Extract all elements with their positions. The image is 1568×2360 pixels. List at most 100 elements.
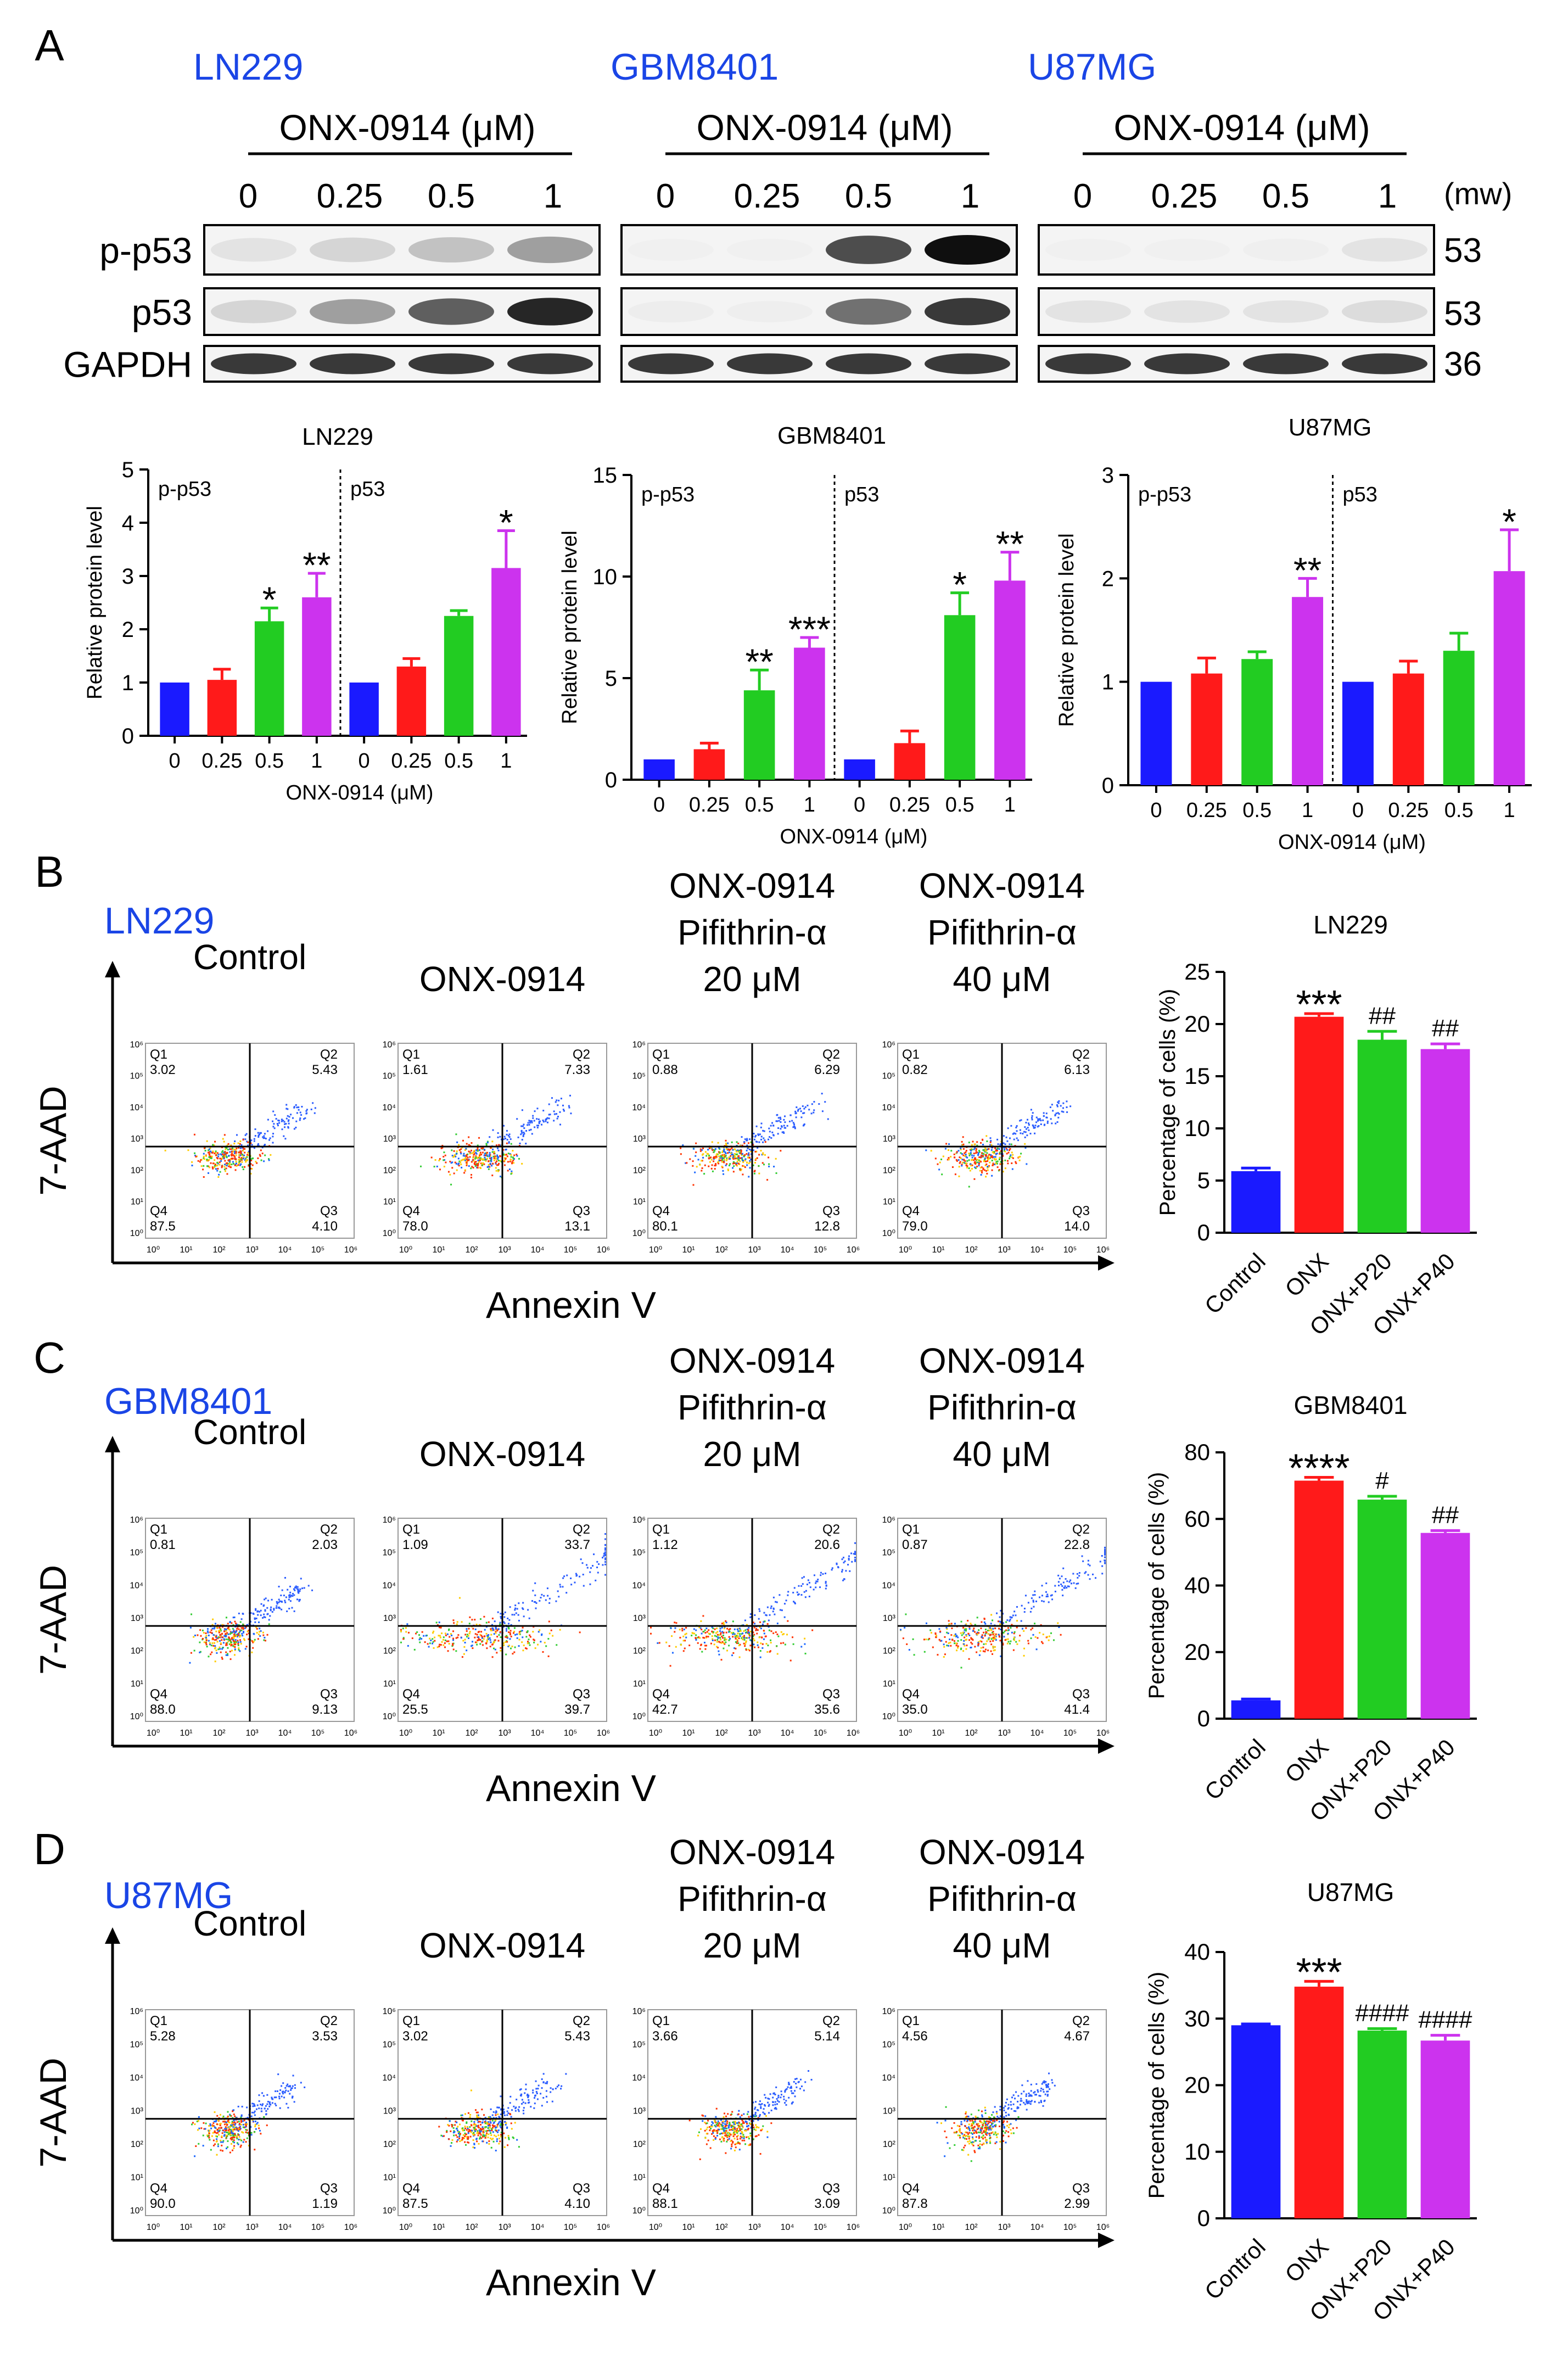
event-dot xyxy=(485,1144,488,1146)
event-dot xyxy=(809,1586,811,1589)
event-dot xyxy=(959,1162,961,1164)
category-label: 1 xyxy=(500,750,512,773)
event-dot xyxy=(479,1638,481,1641)
event-dot xyxy=(515,1612,517,1614)
event-dot xyxy=(485,1159,487,1161)
event-dot xyxy=(509,2095,512,2098)
event-dot xyxy=(720,1632,722,1634)
event-dot xyxy=(695,1142,697,1144)
event-dot xyxy=(970,1647,972,1649)
event-dot xyxy=(733,1165,735,1167)
event-dot xyxy=(503,1616,506,1618)
event-dot xyxy=(487,2121,489,2123)
event-dot xyxy=(402,1638,405,1640)
event-dot xyxy=(254,2114,256,2116)
event-dot xyxy=(480,1158,482,1160)
event-dot xyxy=(219,1157,221,1160)
event-dot xyxy=(212,2132,214,2134)
dose-label: 1 xyxy=(961,177,979,215)
event-dot xyxy=(984,1651,986,1653)
event-dot xyxy=(518,2110,520,2112)
event-dot xyxy=(247,1624,249,1626)
event-dot xyxy=(836,1563,838,1565)
event-dot xyxy=(212,1144,214,1146)
event-dot xyxy=(985,1150,988,1152)
event-dot xyxy=(1002,1171,1004,1173)
event-dot xyxy=(562,1577,564,1579)
event-dot xyxy=(464,2113,467,2115)
event-dot xyxy=(1012,1649,1015,1651)
event-dot xyxy=(509,1647,512,1649)
event-dot xyxy=(1018,1159,1021,1161)
event-dot xyxy=(944,1653,946,1656)
event-dot xyxy=(765,1614,767,1616)
event-dot xyxy=(211,2135,213,2137)
event-dot xyxy=(555,1101,557,1103)
event-dot xyxy=(981,1634,983,1636)
event-dot xyxy=(433,1166,435,1168)
event-dot xyxy=(466,1154,468,1156)
event-dot xyxy=(516,1608,518,1610)
event-dot xyxy=(1007,1151,1010,1154)
event-dot xyxy=(708,1157,710,1159)
event-dot xyxy=(965,1150,967,1152)
event-dot xyxy=(242,2120,244,2122)
flow-tick: 10¹ xyxy=(131,1679,143,1688)
event-dot xyxy=(467,2141,469,2143)
event-dot xyxy=(419,1637,421,1639)
event-dot xyxy=(1066,1111,1068,1113)
flow-tick: 10¹ xyxy=(432,1729,445,1738)
event-dot xyxy=(704,1645,707,1647)
event-dot xyxy=(537,1125,539,1127)
event-dot xyxy=(407,1645,409,1647)
event-dot xyxy=(482,2118,484,2121)
event-dot xyxy=(1005,1621,1007,1623)
event-dot xyxy=(724,2121,726,2123)
event-dot xyxy=(209,2123,211,2125)
event-dot xyxy=(520,2088,522,2090)
event-dot xyxy=(511,2109,513,2111)
event-dot xyxy=(792,2101,794,2104)
event-dot xyxy=(235,1630,237,1632)
event-dot xyxy=(732,1620,734,1623)
event-dot xyxy=(254,1135,256,1137)
event-dot xyxy=(982,1646,984,1648)
event-dot xyxy=(492,2140,495,2143)
event-dot xyxy=(279,2089,282,2091)
event-dot xyxy=(759,1650,761,1652)
event-dot xyxy=(451,1155,453,1157)
event-dot xyxy=(243,1154,245,1156)
event-dot xyxy=(988,1155,990,1157)
event-dot xyxy=(475,1641,478,1643)
event-dot xyxy=(483,1615,485,1618)
event-dot xyxy=(271,1598,273,1601)
event-dot xyxy=(685,1632,687,1635)
event-dot xyxy=(701,1154,703,1156)
category-label: 0 xyxy=(854,793,865,817)
event-dot xyxy=(979,1640,982,1642)
event-dot xyxy=(242,2132,244,2134)
event-dot xyxy=(753,1170,755,1172)
event-dot xyxy=(713,1160,715,1162)
event-dot xyxy=(514,2107,517,2110)
event-dot xyxy=(730,1152,732,1154)
event-dot xyxy=(425,1635,427,1637)
flow-tick: 10¹ xyxy=(682,1729,695,1738)
event-dot xyxy=(544,1642,546,1644)
flow-tick: 10² xyxy=(131,1647,144,1656)
event-dot xyxy=(976,1165,978,1167)
event-dot xyxy=(211,1624,214,1626)
event-dot xyxy=(816,1580,819,1582)
event-dot xyxy=(792,1591,794,1593)
event-dot xyxy=(258,2094,260,2096)
event-dot xyxy=(240,1157,243,1159)
blot-band xyxy=(310,237,395,262)
flow-tick: 10⁵ xyxy=(130,1072,143,1081)
event-dot xyxy=(770,1137,772,1139)
event-dot xyxy=(288,1608,290,1610)
event-dot xyxy=(470,1177,472,1179)
event-dot xyxy=(1005,1638,1007,1641)
event-dot xyxy=(960,1632,962,1634)
event-dot xyxy=(505,1636,507,1638)
event-dot xyxy=(240,1159,242,1161)
